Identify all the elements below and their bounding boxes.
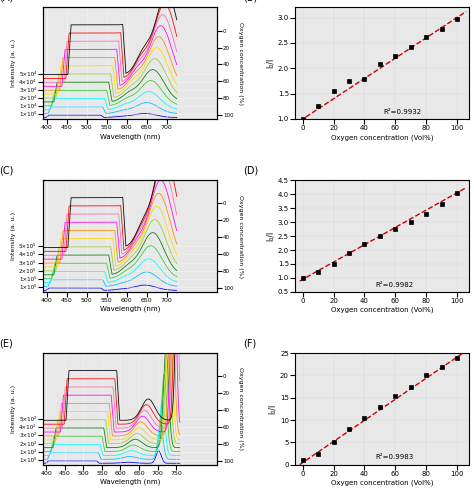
Text: R²=0.9932: R²=0.9932 [383, 109, 421, 115]
Y-axis label: Intensity (a. u.): Intensity (a. u.) [11, 385, 16, 433]
X-axis label: Oxygen concentration (Vol%): Oxygen concentration (Vol%) [331, 307, 433, 314]
Text: (D): (D) [243, 166, 258, 176]
Y-axis label: I₀/I: I₀/I [266, 231, 275, 241]
Text: R²=0.9982: R²=0.9982 [375, 282, 413, 288]
Y-axis label: Oxygen concentration (%): Oxygen concentration (%) [237, 367, 243, 450]
Text: R²=0.9983: R²=0.9983 [375, 454, 413, 460]
Text: (C): (C) [0, 166, 13, 176]
Y-axis label: Oxygen concentration (%): Oxygen concentration (%) [237, 194, 243, 278]
X-axis label: Oxygen concentration (Vol%): Oxygen concentration (Vol%) [331, 134, 433, 141]
Text: (F): (F) [243, 339, 256, 349]
Text: (B): (B) [243, 0, 257, 3]
Y-axis label: Intensity (a. u.): Intensity (a. u.) [11, 212, 16, 260]
X-axis label: Wavelength (nm): Wavelength (nm) [100, 479, 160, 485]
Y-axis label: Oxygen concentration (%): Oxygen concentration (%) [237, 22, 243, 105]
X-axis label: Wavelength (nm): Wavelength (nm) [100, 133, 160, 140]
Y-axis label: I₀/I: I₀/I [266, 58, 275, 69]
Y-axis label: Intensity (a. u.): Intensity (a. u.) [11, 39, 16, 87]
Text: (A): (A) [0, 0, 13, 3]
Text: (E): (E) [0, 339, 13, 349]
X-axis label: Oxygen concentration (Vol%): Oxygen concentration (Vol%) [331, 480, 433, 486]
X-axis label: Wavelength (nm): Wavelength (nm) [100, 306, 160, 312]
Y-axis label: I₀/I: I₀/I [268, 404, 277, 414]
